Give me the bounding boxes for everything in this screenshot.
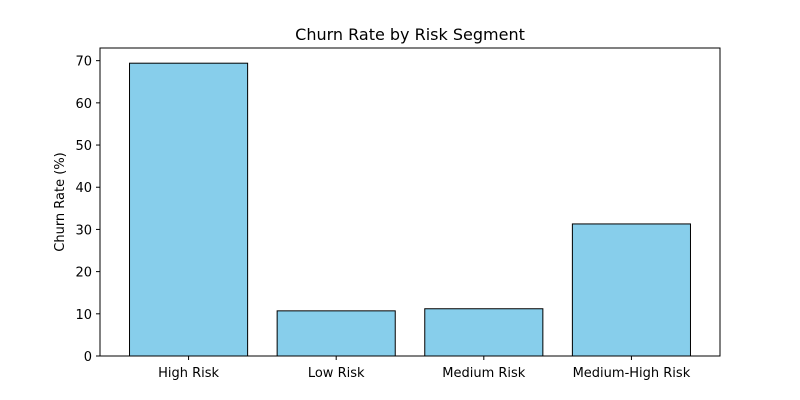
y-tick-label: 40: [75, 181, 92, 196]
bar-low-risk: [276, 310, 396, 357]
y-tick-label: 10: [75, 308, 92, 323]
y-tick-label: 0: [84, 350, 92, 365]
chart-title: Churn Rate by Risk Segment: [295, 25, 525, 44]
y-tick-label: 30: [75, 223, 92, 238]
bar-medium-risk: [424, 308, 544, 357]
y-tick-label: 70: [75, 55, 92, 70]
y-tick-label: 50: [75, 139, 92, 154]
plot-area: 0 10 20 30 40 50 60 70 High Risk Low Risk Medium …: [75, 47, 721, 381]
x-tick-label: High Risk: [158, 366, 219, 381]
y-tick-label: 20: [75, 266, 92, 281]
x-tick-label: Medium-High Risk: [573, 366, 691, 381]
x-tick-label: Medium Risk: [442, 366, 526, 381]
y-axis-label: Churn Rate (%): [53, 152, 68, 251]
plot-frame: [99, 47, 721, 357]
bar-medium-high-risk: [571, 223, 691, 357]
x-tick-label: Low Risk: [308, 366, 365, 381]
bars-group: [129, 62, 691, 357]
bar-high-risk: [129, 62, 249, 357]
x-axis-ticks: High Risk Low Risk Medium Risk Medium-High …: [158, 356, 691, 381]
y-tick-label: 60: [75, 97, 92, 112]
y-axis-ticks: 0 10 20 30 40 50 60 70: [75, 55, 100, 365]
